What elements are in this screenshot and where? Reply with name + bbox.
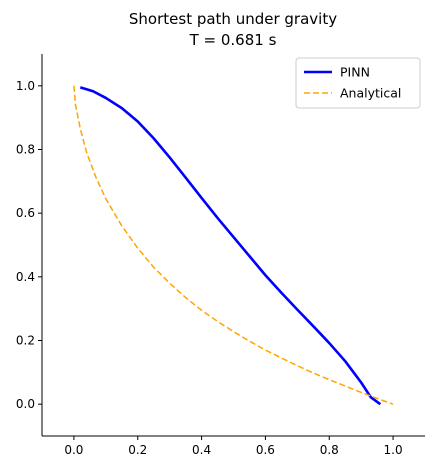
y-tick-label: 0.4	[16, 270, 35, 284]
x-tick-label: 0.0	[64, 443, 83, 457]
x-ticks: 0.0 0.2 0.4 0.6 0.8 1.0	[64, 436, 403, 457]
x-tick-label: 1.0	[384, 443, 403, 457]
chart-subtitle: T = 0.681 s	[189, 31, 277, 49]
y-tick-label: 0.2	[16, 334, 35, 348]
y-tick-label: 0.0	[16, 397, 35, 411]
x-tick-label: 0.8	[320, 443, 339, 457]
x-tick-label: 0.2	[128, 443, 147, 457]
series-line-analytical	[73, 85, 394, 405]
legend: PINN Analytical	[295, 57, 421, 109]
series-line-pinn	[79, 86, 382, 406]
x-tick-label: 0.4	[192, 443, 211, 457]
legend-label-analytical: Analytical	[340, 86, 401, 101]
y-ticks: 0.0 0.2 0.4 0.6 0.8 1.0	[16, 79, 42, 411]
legend-label-pinn: PINN	[340, 65, 370, 80]
y-tick-label: 1.0	[16, 79, 35, 93]
x-tick-label: 0.6	[256, 443, 275, 457]
series-layer	[73, 85, 394, 406]
y-tick-label: 0.6	[16, 206, 35, 220]
chart-title: Shortest path under gravity	[129, 10, 337, 28]
legend-frame	[295, 57, 421, 109]
y-tick-label: 0.8	[16, 143, 35, 157]
